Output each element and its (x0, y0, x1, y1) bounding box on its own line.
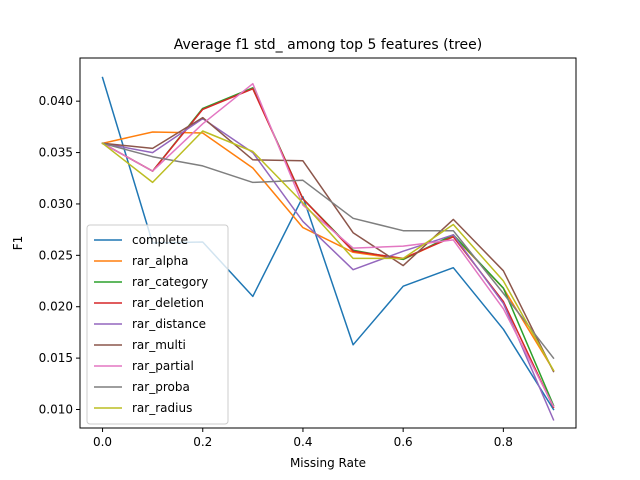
y-axis-label: F1 (11, 236, 25, 251)
legend-label: rar_multi (132, 338, 186, 352)
series-line-rar-radius (101, 130, 555, 372)
y-tick-label: 0.035 (39, 146, 73, 160)
y-axis-ticks: 0.010 0.015 0.020 0.025 0.030 0.035 0.040 (39, 94, 80, 417)
legend-label: rar_distance (132, 317, 206, 331)
legend-label: rar_category (132, 275, 208, 289)
legend-label: complete (132, 233, 188, 247)
y-tick-label: 0.020 (39, 300, 73, 314)
legend-label: rar_partial (132, 359, 194, 373)
legend-label: rar_proba (132, 380, 190, 394)
x-tick-label: 0.0 (93, 435, 112, 449)
plot-frame (79, 57, 577, 429)
y-tick-label: 0.025 (39, 248, 73, 262)
legend-box (86, 224, 229, 425)
legend-label: rar_radius (132, 401, 192, 415)
chart-title: Average f1 std_ among top 5 features (tr… (174, 37, 482, 53)
legend: complete rar_alpha rar_category rar_deletio… (86, 224, 229, 425)
legend-label: rar_deletion (132, 296, 204, 310)
x-tick-label: 0.6 (394, 435, 413, 449)
y-tick-label: 0.015 (39, 351, 73, 365)
series-line-rar-distance (101, 117, 555, 421)
series-line-rar-multi (101, 116, 555, 373)
x-tick-label: 0.4 (293, 435, 312, 449)
y-tick-label: 0.030 (39, 197, 73, 211)
legend-label: rar_alpha (132, 254, 188, 268)
x-axis-ticks: 0.0 0.2 0.4 0.6 0.8 (93, 428, 513, 449)
y-tick-label: 0.040 (39, 94, 73, 108)
y-tick-label: 0.010 (39, 403, 73, 417)
series-line-rar-proba (101, 142, 555, 360)
x-axis-label: Missing Rate (290, 456, 366, 470)
x-tick-label: 0.8 (494, 435, 513, 449)
series-line-rar-partial (101, 82, 555, 408)
x-tick-label: 0.2 (193, 435, 212, 449)
